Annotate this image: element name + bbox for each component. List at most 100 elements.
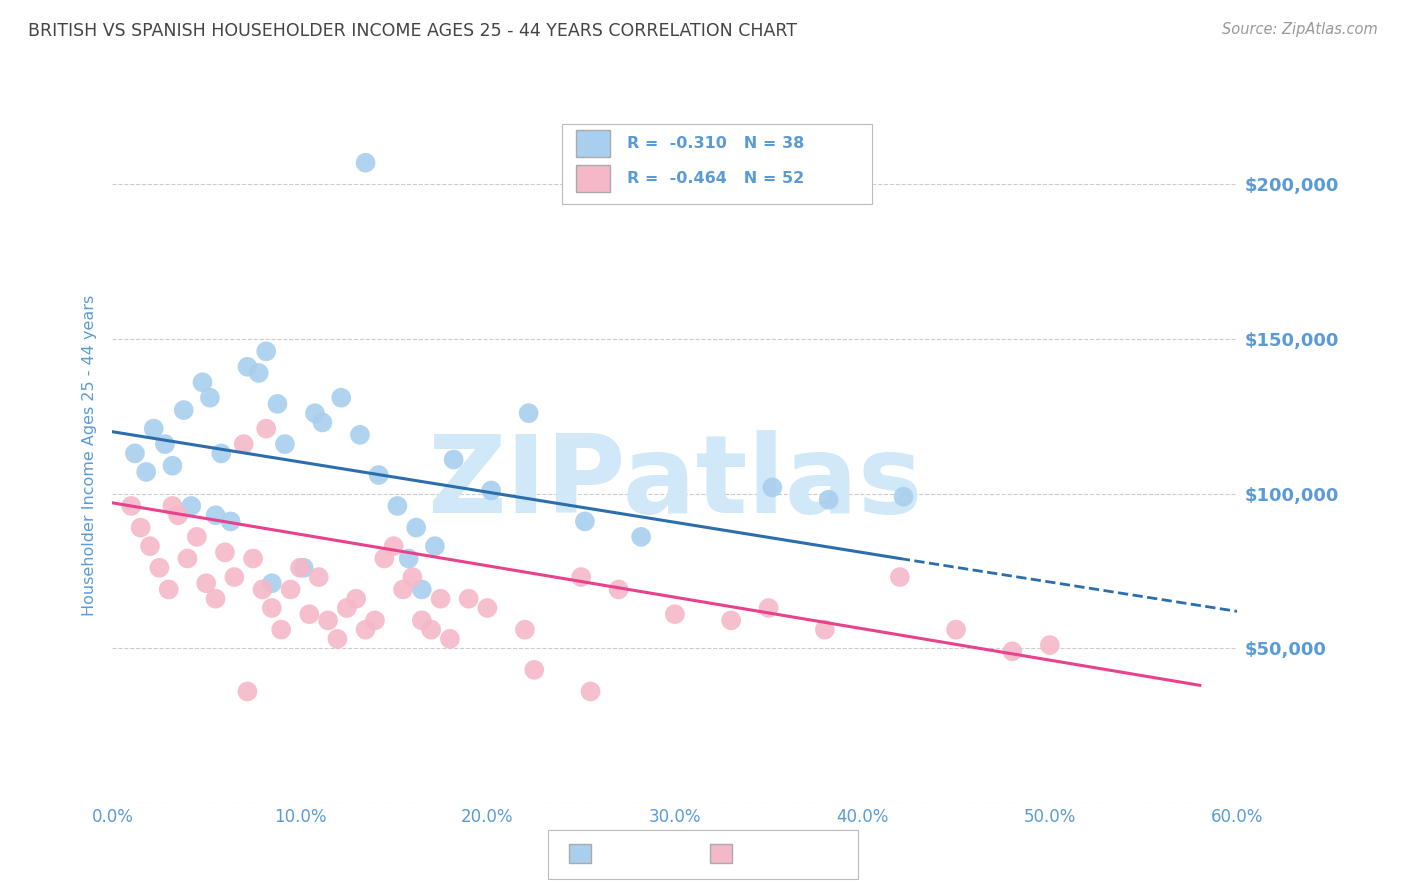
Point <box>354 155 377 169</box>
Point <box>889 570 911 584</box>
Point <box>420 623 443 637</box>
Point <box>214 545 236 559</box>
Point <box>1039 638 1062 652</box>
Point <box>157 582 180 597</box>
Point <box>330 391 353 405</box>
Y-axis label: Householder Income Ages 25 - 44 years: Householder Income Ages 25 - 44 years <box>82 294 97 615</box>
Point <box>298 607 321 622</box>
Point <box>443 452 465 467</box>
Point <box>254 422 277 436</box>
Point <box>1001 644 1024 658</box>
Point <box>204 508 226 523</box>
Point <box>280 582 302 597</box>
Point <box>607 582 630 597</box>
Point <box>814 623 837 637</box>
Point <box>260 601 283 615</box>
Text: Spanish: Spanish <box>745 847 811 865</box>
Point <box>195 576 218 591</box>
Point <box>274 437 297 451</box>
Point <box>398 551 420 566</box>
Point <box>579 684 602 698</box>
Point <box>180 499 202 513</box>
Text: Source: ZipAtlas.com: Source: ZipAtlas.com <box>1222 22 1378 37</box>
Point <box>477 601 499 615</box>
Text: ZIPatlas: ZIPatlas <box>427 430 922 536</box>
Point <box>401 570 423 584</box>
FancyBboxPatch shape <box>562 124 872 204</box>
Point <box>336 601 359 615</box>
Point <box>254 344 277 359</box>
Point <box>349 427 371 442</box>
Point <box>304 406 326 420</box>
Point <box>139 539 162 553</box>
Point <box>236 359 259 374</box>
Point <box>664 607 686 622</box>
Point <box>191 376 214 390</box>
Point <box>232 437 254 451</box>
Point <box>344 591 367 606</box>
Point <box>292 561 315 575</box>
Text: BRITISH VS SPANISH HOUSEHOLDER INCOME AGES 25 - 44 YEARS CORRELATION CHART: BRITISH VS SPANISH HOUSEHOLDER INCOME AG… <box>28 22 797 40</box>
Point <box>758 601 780 615</box>
Point <box>135 465 157 479</box>
Point <box>387 499 409 513</box>
Point <box>439 632 461 646</box>
Point <box>411 613 433 627</box>
Point <box>270 623 292 637</box>
Point <box>176 551 198 566</box>
Point <box>242 551 264 566</box>
Point <box>129 520 152 534</box>
FancyBboxPatch shape <box>576 165 610 192</box>
Point <box>247 366 270 380</box>
Point <box>326 632 349 646</box>
Point <box>162 499 184 513</box>
Point <box>252 582 274 597</box>
Point <box>204 591 226 606</box>
Point <box>364 613 387 627</box>
Point <box>817 492 839 507</box>
Point <box>523 663 546 677</box>
Point <box>120 499 142 513</box>
Point <box>761 480 783 494</box>
Point <box>574 515 596 529</box>
Point <box>209 446 232 460</box>
Point <box>219 515 242 529</box>
Point <box>142 422 165 436</box>
Point <box>198 391 221 405</box>
Point <box>266 397 288 411</box>
Point <box>423 539 446 553</box>
Point <box>260 576 283 591</box>
Point <box>148 561 170 575</box>
Point <box>405 520 427 534</box>
Text: R =  -0.464   N = 52: R = -0.464 N = 52 <box>627 171 804 186</box>
Point <box>517 406 540 420</box>
Point <box>513 623 536 637</box>
Point <box>457 591 479 606</box>
Point <box>236 684 259 698</box>
Point <box>173 403 195 417</box>
Point <box>316 613 339 627</box>
Point <box>224 570 246 584</box>
Point <box>411 582 433 597</box>
Point <box>367 468 389 483</box>
Point <box>630 530 652 544</box>
Point <box>392 582 415 597</box>
Point <box>479 483 502 498</box>
Point <box>124 446 146 460</box>
Point <box>382 539 405 553</box>
Point <box>162 458 184 473</box>
Point <box>167 508 190 523</box>
Point <box>373 551 395 566</box>
Point <box>429 591 451 606</box>
Text: British: British <box>605 847 658 865</box>
Point <box>720 613 742 627</box>
Point <box>311 416 333 430</box>
Point <box>945 623 967 637</box>
Point <box>153 437 176 451</box>
Point <box>186 530 208 544</box>
FancyBboxPatch shape <box>576 130 610 157</box>
Point <box>893 490 915 504</box>
Text: R =  -0.310   N = 38: R = -0.310 N = 38 <box>627 136 804 151</box>
Point <box>569 570 592 584</box>
Point <box>308 570 330 584</box>
